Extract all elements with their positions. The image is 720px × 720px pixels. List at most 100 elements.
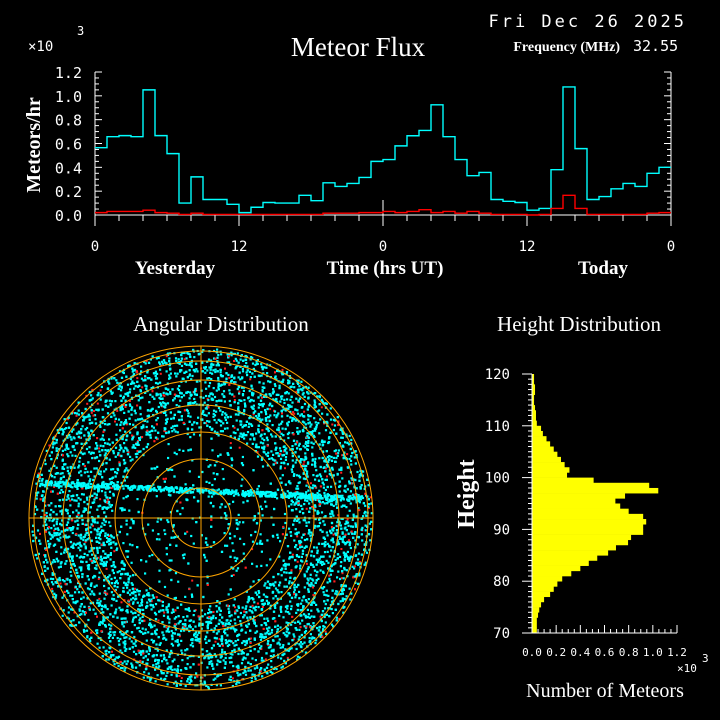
angular-point: [185, 357, 188, 360]
angular-point: [78, 609, 81, 612]
angular-point: [228, 656, 231, 660]
angular-point: [299, 641, 303, 644]
angular-point: [289, 448, 292, 451]
angular-point: [298, 628, 301, 631]
angular-point: [266, 423, 269, 426]
angular-point: [293, 539, 296, 542]
angular-point: [52, 559, 55, 562]
angular-point: [95, 408, 98, 411]
angular-point: [50, 581, 54, 584]
angular-point: [86, 564, 89, 567]
angular-point: [173, 668, 176, 671]
angular-point: [305, 570, 308, 573]
angular-point: [331, 612, 334, 615]
angular-point: [102, 611, 105, 614]
angular-point: [66, 453, 69, 456]
angular-point: [154, 630, 157, 633]
angular-point: [109, 552, 112, 555]
angular-point: [125, 620, 128, 623]
angular-point: [243, 410, 246, 413]
angular-point: [299, 622, 302, 625]
angular-point: [168, 374, 171, 377]
angular-distribution-plot: [28, 345, 374, 691]
angular-point-red: [340, 548, 343, 550]
angular-point: [126, 572, 129, 575]
angular-point: [347, 466, 350, 469]
angular-point: [221, 430, 224, 433]
angular-point: [193, 609, 196, 612]
angular-point: [115, 433, 118, 436]
angular-point-red: [282, 450, 285, 453]
angular-point: [258, 541, 262, 544]
angular-point: [345, 569, 348, 572]
angular-point: [128, 403, 131, 406]
angular-point: [217, 434, 220, 437]
angular-point: [304, 477, 307, 481]
angular-point: [197, 655, 200, 658]
angular-point: [121, 621, 124, 624]
angular-point: [237, 376, 240, 379]
angular-point: [345, 506, 348, 509]
angular-point: [310, 637, 313, 640]
angular-point: [121, 667, 124, 670]
angular-point: [57, 578, 60, 581]
angular-point: [287, 505, 290, 508]
angular-point: [155, 409, 158, 412]
angular-point: [44, 504, 47, 507]
angular-point: [341, 429, 344, 432]
angular-point: [291, 445, 294, 448]
angular-point: [251, 562, 254, 565]
angular-point-red: [98, 447, 101, 450]
angular-point: [126, 469, 130, 472]
angular-point: [124, 582, 127, 585]
angular-point: [55, 441, 58, 444]
angular-point: [352, 515, 355, 518]
angular-point: [171, 632, 175, 635]
angular-point: [213, 414, 217, 417]
angular-point: [42, 524, 45, 527]
angular-point: [104, 593, 108, 596]
angular-point: [304, 446, 307, 449]
angular-point: [293, 386, 296, 389]
angular-point: [89, 584, 93, 587]
angular-point: [270, 665, 273, 669]
angular-point: [175, 404, 178, 407]
angular-point: [86, 587, 90, 590]
angular-point: [104, 494, 107, 497]
angular-point: [244, 657, 247, 660]
angular-point: [238, 681, 241, 684]
angular-point: [289, 482, 292, 485]
angular-point: [88, 446, 91, 449]
angular-point: [108, 399, 111, 402]
angular-point: [211, 372, 214, 375]
angular-point: [188, 609, 191, 612]
angular-point-red: [137, 440, 139, 443]
angular-point: [323, 545, 326, 548]
angular-point: [319, 561, 322, 565]
angular-point: [211, 449, 214, 452]
flux-y-tick-label: 0.2: [55, 183, 82, 201]
angular-point: [362, 470, 365, 473]
angular-point: [298, 656, 301, 659]
angular-point: [36, 529, 40, 532]
angular-point: [290, 468, 293, 471]
angular-point: [343, 598, 346, 601]
angular-point: [70, 518, 73, 521]
angular-point: [293, 519, 296, 522]
angular-point: [106, 423, 109, 426]
angular-point-red: [341, 454, 344, 457]
angular-point: [230, 679, 233, 682]
angular-point: [218, 602, 221, 605]
angular-point: [134, 446, 137, 449]
angular-point: [266, 603, 270, 606]
angular-point: [206, 616, 209, 619]
angular-point: [136, 588, 139, 591]
angular-point: [313, 401, 317, 404]
angular-point: [121, 623, 124, 626]
angular-point: [266, 439, 269, 442]
angular-point: [161, 435, 164, 438]
angular-point: [365, 551, 368, 554]
angular-point: [196, 422, 199, 425]
angular-point: [284, 633, 287, 636]
